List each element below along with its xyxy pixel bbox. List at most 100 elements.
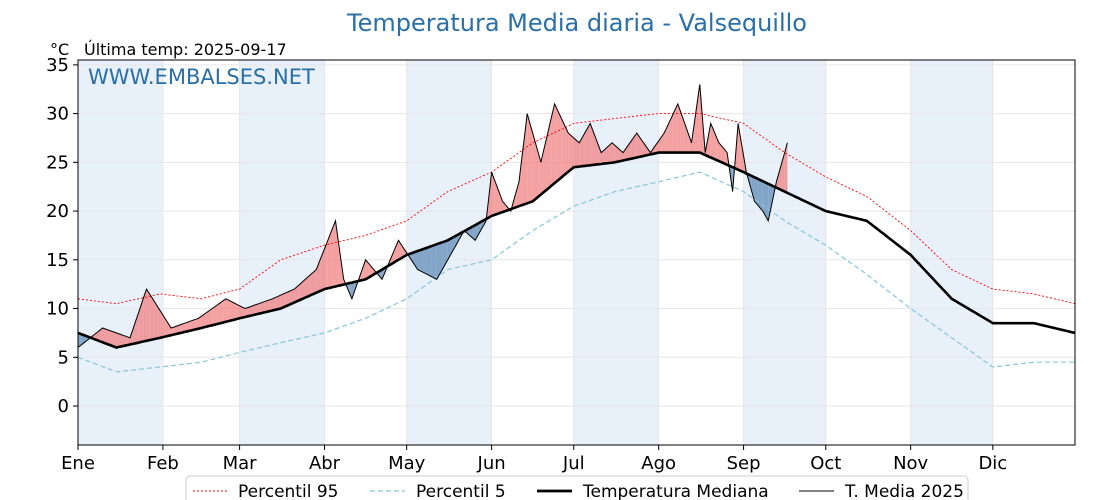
fill-above-median [612, 142, 615, 163]
y-tick-label: 20 [46, 201, 69, 222]
fill-above-median [261, 301, 265, 314]
fill-above-median [105, 329, 109, 345]
fill-below-median [445, 240, 448, 265]
fill-below-median [453, 235, 456, 251]
fill-above-median [228, 300, 232, 322]
fill-below-median [472, 225, 476, 241]
fill-above-median [664, 127, 667, 153]
y-unit-label: °C [50, 40, 69, 59]
fill-below-median [477, 222, 481, 236]
fill-above-median [256, 303, 259, 315]
fill-above-median [231, 301, 235, 321]
fill-above-median [644, 144, 648, 156]
fill-above-median [168, 323, 172, 336]
legend-label-media2025: T. Media 2025 [844, 482, 964, 500]
watermark: WWW.EMBALSES.NET [88, 65, 315, 89]
fill-below-median [349, 282, 352, 299]
fill-above-median [491, 172, 495, 216]
fill-above-median [124, 335, 128, 346]
fill-above-median [677, 103, 681, 153]
fill-above-median [529, 123, 533, 203]
y-tick-label: 15 [46, 250, 69, 271]
fill-above-median [499, 194, 503, 214]
fill-above-median [518, 159, 522, 207]
fill-above-median [494, 179, 498, 215]
fill-above-median [316, 262, 320, 293]
fill-above-median [603, 147, 607, 164]
fill-above-median [302, 279, 306, 299]
fill-above-median [305, 276, 309, 298]
fill-above-median [781, 152, 785, 192]
fill-above-median [584, 128, 588, 166]
legend-box [185, 475, 969, 500]
legend-label-p5: Percentil 5 [416, 482, 506, 500]
fill-above-median [592, 130, 596, 165]
fill-above-median [784, 142, 788, 193]
fill-above-median [102, 328, 106, 344]
fill-above-median [568, 133, 572, 172]
fill-above-median [250, 305, 254, 316]
fill-above-median [392, 246, 396, 264]
fill-above-median [488, 172, 492, 218]
series-lines [77, 84, 1076, 373]
fill-above-median [573, 137, 577, 168]
fill-below-median [414, 251, 418, 270]
fill-above-median [160, 310, 163, 338]
x-tick-label: Ene [61, 453, 95, 474]
fill-above-median [253, 304, 257, 316]
fill-above-median [154, 302, 158, 340]
fill-above-median [738, 123, 741, 171]
x-tick-label: Nov [893, 453, 928, 474]
fill-above-median [524, 113, 528, 205]
fill-above-median [398, 240, 402, 260]
fill-above-median [234, 302, 237, 320]
fill-above-median [362, 259, 366, 280]
fill-below-median [420, 249, 424, 273]
fill-above-median [272, 297, 276, 311]
fill-above-median [653, 144, 656, 154]
series-line-t-media-2025 [77, 84, 788, 348]
fill-below-median [757, 178, 761, 208]
fill-above-median [713, 129, 717, 160]
y-tick-label: 25 [46, 152, 69, 173]
fill-above-median [97, 330, 100, 342]
fill-above-median [162, 315, 166, 338]
fill-above-median [138, 305, 141, 343]
fill-above-median [540, 150, 544, 195]
x-tick-label: Dic [978, 453, 1007, 474]
fill-above-median [212, 306, 215, 326]
fill-above-median [639, 137, 643, 157]
fill-above-median [291, 289, 295, 304]
x-tick-label: Ago [641, 453, 676, 474]
fill-above-median [579, 137, 582, 167]
x-tick-label: Oct [810, 453, 841, 474]
fill-below-median [770, 185, 774, 208]
fill-above-median [631, 137, 635, 159]
fill-above-median [165, 319, 169, 337]
fill-above-median [554, 103, 558, 184]
fill-above-median [549, 115, 552, 188]
fill-below-median [760, 179, 763, 212]
fill-above-median [576, 140, 580, 167]
x-tick-label: May [388, 453, 426, 474]
fill-above-median [543, 138, 547, 193]
month-band [910, 60, 993, 445]
fill-above-median [217, 302, 221, 324]
fill-above-median [149, 293, 152, 341]
fill-above-median [116, 332, 120, 348]
anomaly-fills [78, 84, 788, 348]
chart-title: Temperatura Media diaria - Valsequillo [346, 9, 807, 37]
fill-above-median [113, 331, 117, 348]
fill-above-median [201, 314, 204, 329]
fill-above-median [184, 322, 188, 332]
fill-below-median [428, 246, 432, 277]
fill-above-median [598, 145, 602, 165]
fill-above-median [560, 115, 563, 179]
fill-above-median [527, 113, 530, 204]
fill-above-median [277, 295, 281, 310]
fill-above-median [203, 312, 207, 328]
fill-below-median [442, 241, 446, 270]
fill-above-median [661, 133, 665, 153]
fill-above-median [321, 248, 325, 291]
legend-label-p95: Percentil 95 [238, 482, 338, 500]
